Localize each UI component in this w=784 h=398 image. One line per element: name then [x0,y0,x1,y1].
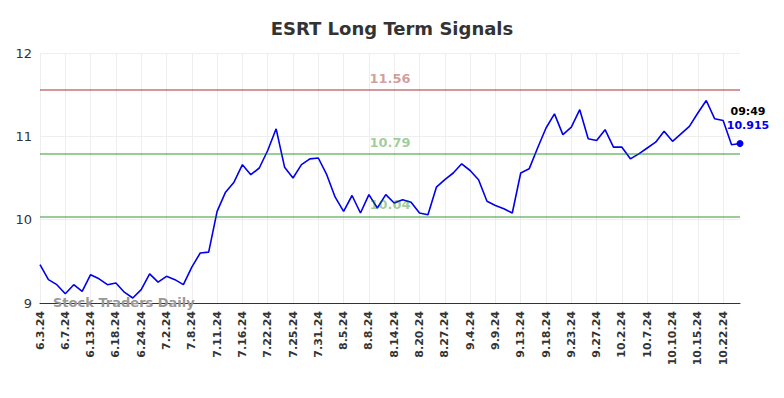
svg-text:10: 10 [15,212,32,227]
svg-text:9.4.24: 9.4.24 [464,311,477,350]
svg-text:10.79: 10.79 [369,135,410,150]
svg-text:6.3.24: 6.3.24 [34,311,47,350]
svg-text:8.14.24: 8.14.24 [388,311,401,358]
svg-text:6.24.24: 6.24.24 [135,311,148,358]
svg-text:9.9.24: 9.9.24 [489,311,502,350]
svg-text:6.13.24: 6.13.24 [84,311,97,358]
svg-text:9.13.24: 9.13.24 [514,311,527,358]
svg-text:7.11.24: 7.11.24 [211,311,224,358]
svg-text:11.56: 11.56 [369,71,410,86]
svg-text:7.8.24: 7.8.24 [185,311,198,350]
svg-text:10.2.24: 10.2.24 [615,311,628,358]
svg-text:11: 11 [15,129,32,144]
svg-text:9.18.24: 9.18.24 [540,311,553,358]
svg-text:10.10.24: 10.10.24 [666,311,679,366]
svg-text:8.20.24: 8.20.24 [413,311,426,358]
svg-text:9: 9 [24,296,32,311]
svg-text:7.16.24: 7.16.24 [236,311,249,358]
svg-text:12: 12 [15,46,32,61]
svg-text:6.18.24: 6.18.24 [109,311,122,358]
svg-text:10.15.24: 10.15.24 [691,311,704,366]
svg-text:9.27.24: 9.27.24 [590,311,603,358]
svg-text:9.23.24: 9.23.24 [565,311,578,358]
svg-text:8.8.24: 8.8.24 [362,311,375,350]
svg-text:10.22.24: 10.22.24 [717,311,730,366]
svg-text:7.22.24: 7.22.24 [261,311,274,358]
svg-text:7.31.24: 7.31.24 [312,311,325,358]
svg-text:8.27.24: 8.27.24 [438,311,451,358]
svg-text:7.25.24: 7.25.24 [287,311,300,358]
svg-text:Stock Traders Daily: Stock Traders Daily [53,295,195,310]
svg-text:10.7.24: 10.7.24 [641,311,654,358]
svg-text:10.915: 10.915 [727,119,769,132]
svg-text:8.5.24: 8.5.24 [337,311,350,350]
svg-text:ESRT Long Term Signals: ESRT Long Term Signals [271,18,514,39]
svg-text:09:49: 09:49 [730,105,765,118]
svg-text:6.7.24: 6.7.24 [59,311,72,350]
svg-text:7.2.24: 7.2.24 [160,311,173,350]
svg-text:10.04: 10.04 [369,197,410,212]
